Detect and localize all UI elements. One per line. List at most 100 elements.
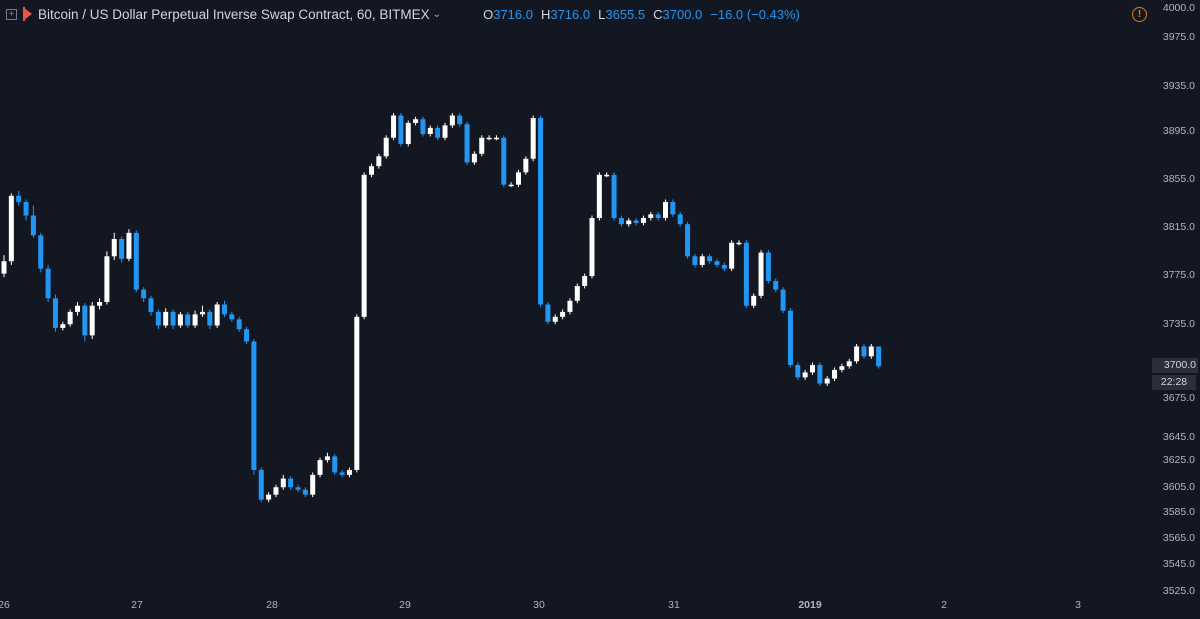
price-tick-label: 3645.0 xyxy=(1163,431,1195,443)
time-tick-label: 28 xyxy=(266,599,278,611)
candle xyxy=(648,211,654,221)
candle xyxy=(435,125,441,141)
candle xyxy=(846,358,852,369)
candle xyxy=(780,287,786,314)
time-axis[interactable]: 26 27 28 29 30 31 2019 2 3 xyxy=(0,599,1081,611)
candle xyxy=(398,113,404,147)
candle xyxy=(8,193,14,265)
candle xyxy=(442,122,448,141)
candle xyxy=(199,305,205,317)
candle xyxy=(244,326,250,344)
candle xyxy=(163,308,169,328)
candle xyxy=(75,302,80,316)
candle xyxy=(295,484,301,493)
candle xyxy=(692,253,698,268)
candle xyxy=(802,369,808,380)
red-flag-icon[interactable] xyxy=(23,7,32,21)
price-axis[interactable]: 4000.0 3975.0 3935.0 3895.0 3855.0 3815.0 3775… xyxy=(1163,2,1195,597)
candle xyxy=(104,251,110,305)
candle xyxy=(574,283,580,304)
candle xyxy=(133,230,139,293)
candle xyxy=(618,215,624,227)
candle xyxy=(420,116,426,137)
candle xyxy=(567,298,573,315)
close-label: C xyxy=(653,6,663,22)
candle xyxy=(707,253,713,264)
candle xyxy=(214,302,220,328)
candle xyxy=(743,240,749,309)
candle xyxy=(479,135,485,157)
change-value: −16.0 (−0.43%) xyxy=(710,6,800,22)
candle xyxy=(493,135,499,141)
candle xyxy=(486,135,492,141)
warning-circle-icon[interactable]: ! xyxy=(1132,7,1147,22)
candle xyxy=(560,309,566,320)
candle xyxy=(516,169,521,188)
candle xyxy=(89,302,95,340)
time-tick-label: 26 xyxy=(0,599,10,611)
countdown-tag: 22:28 xyxy=(1152,375,1196,390)
price-tick-label: 3585.0 xyxy=(1163,506,1195,518)
candle xyxy=(530,115,536,162)
candle xyxy=(67,309,73,327)
plus-square-icon[interactable]: + xyxy=(6,8,17,20)
candle xyxy=(758,250,764,299)
price-tick-label: 3975.0 xyxy=(1163,31,1195,43)
candle xyxy=(552,314,558,325)
open-value: 3716.0 xyxy=(493,6,533,22)
candle xyxy=(361,172,367,320)
candle xyxy=(126,229,132,262)
candle xyxy=(795,362,801,380)
time-tick-label: 29 xyxy=(399,599,411,611)
candle xyxy=(633,218,639,226)
price-tick-label: 3735.0 xyxy=(1163,318,1195,330)
candle xyxy=(868,343,874,359)
candle xyxy=(824,376,830,386)
candle xyxy=(457,113,463,127)
candle xyxy=(97,298,103,310)
last-price-tag: 3700.0 xyxy=(1152,358,1198,373)
candle xyxy=(339,469,345,478)
candle xyxy=(30,205,36,238)
candle xyxy=(52,294,58,332)
candle xyxy=(148,295,154,316)
candle xyxy=(45,264,51,303)
candle xyxy=(141,287,147,303)
time-tick-label: 31 xyxy=(668,599,680,611)
candle xyxy=(729,240,735,272)
price-tick-label: 3605.0 xyxy=(1163,481,1195,493)
candle xyxy=(23,199,29,221)
price-tick-label: 3545.0 xyxy=(1163,558,1195,570)
candle xyxy=(596,172,602,221)
candle xyxy=(288,476,294,490)
candle xyxy=(192,310,198,328)
candle xyxy=(229,311,235,322)
candle xyxy=(677,211,683,227)
time-tick-label: 2 xyxy=(941,599,947,611)
candle xyxy=(471,151,477,165)
candle xyxy=(258,467,264,503)
price-tick-label: 3525.0 xyxy=(1163,585,1195,597)
candle xyxy=(119,236,125,263)
candle xyxy=(449,113,455,128)
price-tick-label: 3775.0 xyxy=(1163,269,1195,281)
chevron-down-icon[interactable]: ⌄ xyxy=(432,8,442,20)
candle xyxy=(508,182,514,188)
price-tick-label: 3935.0 xyxy=(1163,80,1195,92)
symbol-title[interactable]: Bitcoin / US Dollar Perpetual Inverse Sw… xyxy=(38,6,430,22)
candle xyxy=(464,121,470,165)
candle xyxy=(611,172,617,221)
candle xyxy=(60,321,66,331)
candle xyxy=(545,302,551,325)
price-tick-label: 4000.0 xyxy=(1163,2,1195,14)
candle xyxy=(670,199,676,217)
candle xyxy=(640,215,646,226)
candle xyxy=(839,363,845,373)
candle xyxy=(832,367,838,382)
candle xyxy=(721,262,727,272)
candle xyxy=(714,258,720,268)
candle xyxy=(765,250,771,284)
candle xyxy=(302,487,308,498)
price-tick-label: 3565.0 xyxy=(1163,532,1195,544)
